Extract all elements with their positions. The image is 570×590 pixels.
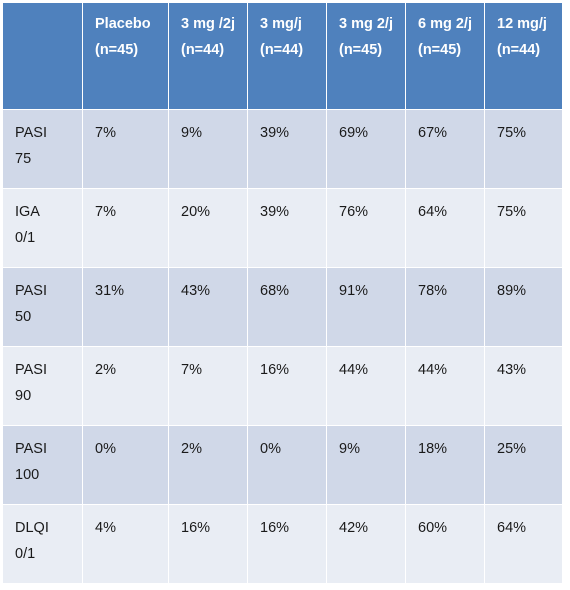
table-row: DLQI 0/1 4% 16% 16% 42% 60% 64%: [2, 504, 563, 584]
table-row: PASI 50 31% 43% 68% 91% 78% 89%: [2, 267, 563, 347]
table-cell: 16%: [247, 504, 327, 584]
header-cell-6mg-2-j: 6 mg 2/j (n=45): [405, 2, 485, 110]
table-cell: 9%: [168, 109, 248, 189]
table-cell: 43%: [168, 267, 248, 347]
table-cell: 78%: [405, 267, 485, 347]
table-cell: 16%: [168, 504, 248, 584]
table-cell: 91%: [326, 267, 406, 347]
header-cell-12mg-j: 12 mg/j (n=44): [484, 2, 563, 110]
table-cell: 75%: [484, 109, 563, 189]
row-label: PASI 50: [2, 267, 83, 347]
table-cell: 0%: [82, 425, 169, 505]
table-cell: 7%: [82, 188, 169, 268]
table-cell: 43%: [484, 346, 563, 426]
table-row: PASI 75 7% 9% 39% 69% 67% 75%: [2, 109, 563, 189]
header-cell-placebo: Placebo (n=45): [82, 2, 169, 110]
table-cell: 20%: [168, 188, 248, 268]
row-label: PASI 90: [2, 346, 83, 426]
table-cell: 39%: [247, 188, 327, 268]
table-cell: 4%: [82, 504, 169, 584]
table-cell: 64%: [405, 188, 485, 268]
header-cell-3mg-2j: 3 mg /2j (n=44): [168, 2, 248, 110]
table-cell: 7%: [82, 109, 169, 189]
results-table: Placebo (n=45) 3 mg /2j (n=44) 3 mg/j (n…: [2, 2, 563, 584]
table-cell: 68%: [247, 267, 327, 347]
table-row: PASI 90 2% 7% 16% 44% 44% 43%: [2, 346, 563, 426]
table-cell: 0%: [247, 425, 327, 505]
table-cell: 89%: [484, 267, 563, 347]
table-cell: 42%: [326, 504, 406, 584]
table-cell: 2%: [168, 425, 248, 505]
table-cell: 18%: [405, 425, 485, 505]
table-row: IGA 0/1 7% 20% 39% 76% 64% 75%: [2, 188, 563, 268]
header-cell-3mg-j: 3 mg/j (n=44): [247, 2, 327, 110]
row-label: PASI 100: [2, 425, 83, 505]
table-cell: 31%: [82, 267, 169, 347]
row-label: IGA 0/1: [2, 188, 83, 268]
table-cell: 44%: [405, 346, 485, 426]
table-cell: 64%: [484, 504, 563, 584]
table-cell: 39%: [247, 109, 327, 189]
table-cell: 16%: [247, 346, 327, 426]
table-cell: 60%: [405, 504, 485, 584]
table-cell: 76%: [326, 188, 406, 268]
table-row: PASI 100 0% 2% 0% 9% 18% 25%: [2, 425, 563, 505]
table-cell: 75%: [484, 188, 563, 268]
row-label: PASI 75: [2, 109, 83, 189]
table-cell: 7%: [168, 346, 248, 426]
table-cell: 25%: [484, 425, 563, 505]
table-cell: 9%: [326, 425, 406, 505]
header-cell-empty: [2, 2, 83, 110]
table-cell: 44%: [326, 346, 406, 426]
table-cell: 67%: [405, 109, 485, 189]
row-label: DLQI 0/1: [2, 504, 83, 584]
table-cell: 2%: [82, 346, 169, 426]
header-cell-3mg-2-j: 3 mg 2/j (n=45): [326, 2, 406, 110]
table-cell: 69%: [326, 109, 406, 189]
header-row: Placebo (n=45) 3 mg /2j (n=44) 3 mg/j (n…: [2, 2, 563, 110]
